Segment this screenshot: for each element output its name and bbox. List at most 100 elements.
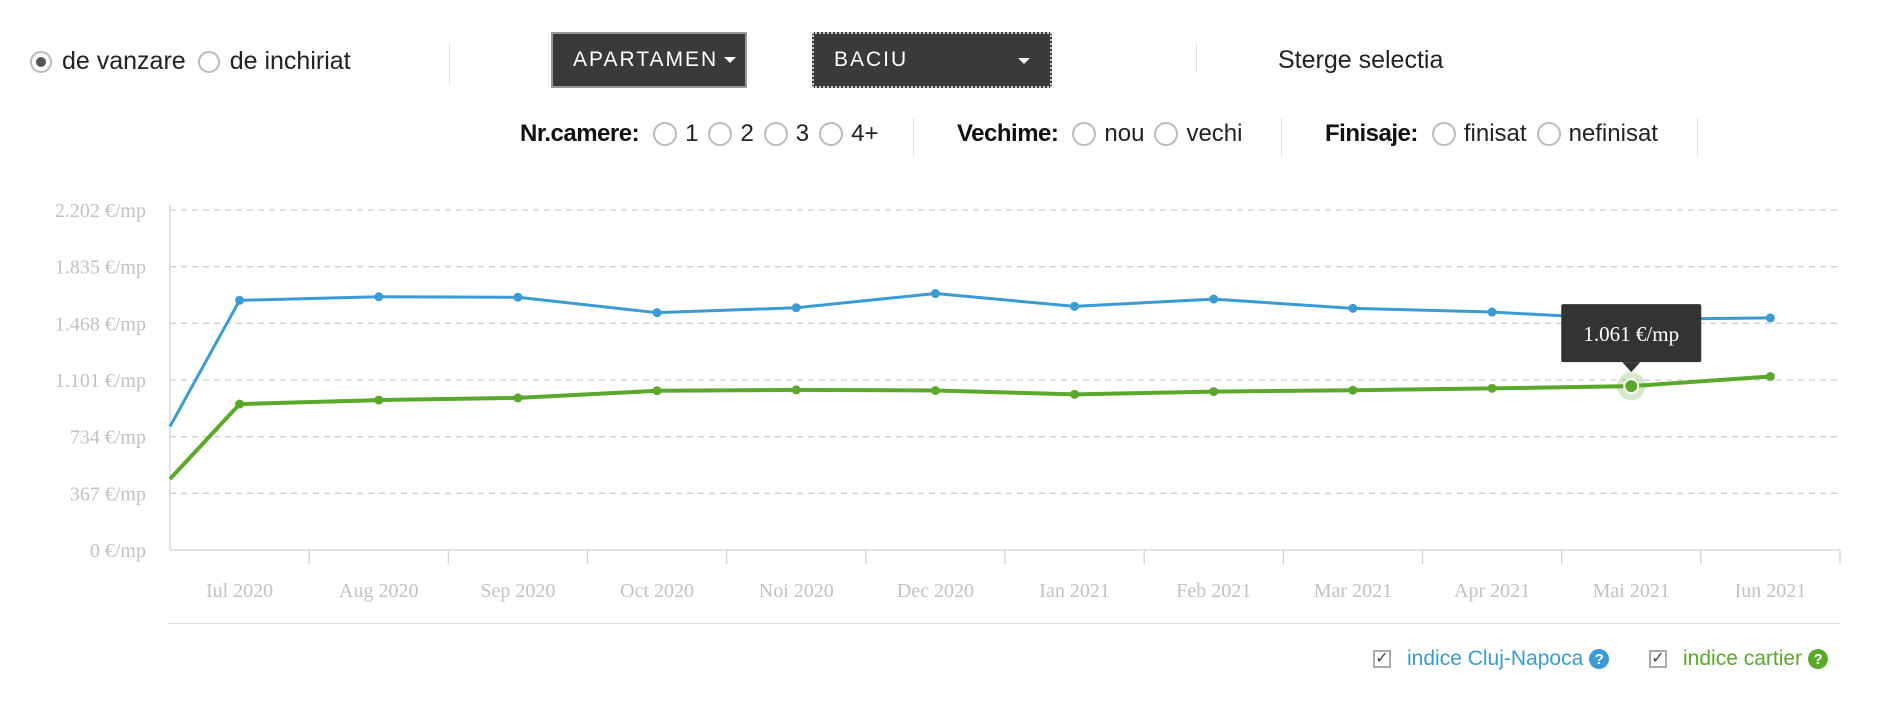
caret-down-icon [724, 57, 737, 63]
x-tick-label: Apr 2021 [1454, 580, 1530, 602]
y-tick-label: 734 €/mp [70, 427, 146, 449]
rooms-option-4plus[interactable]: 4+ [819, 120, 882, 148]
radio-label: de vanzare [62, 47, 186, 75]
option-label: 3 [795, 120, 810, 147]
legend-item-cartier[interactable]: ✓ indice cartier ? [1649, 647, 1829, 671]
option-label: 2 [740, 120, 754, 147]
divider [913, 118, 914, 156]
data-point [1623, 378, 1640, 395]
data-point [513, 292, 523, 302]
data-point [791, 385, 801, 395]
data-point [1070, 389, 1080, 399]
data-point [513, 393, 523, 403]
data-point [374, 395, 384, 405]
legend-label: indice cartier [1683, 647, 1803, 670]
x-tick-label: Mar 2021 [1314, 580, 1392, 602]
age-filter: Vechime: nou vechi [957, 120, 1252, 148]
radio-dot[interactable] [763, 122, 788, 146]
data-point [652, 386, 662, 396]
option-label: 4+ [851, 120, 879, 147]
x-tick-label: Sep 2020 [480, 580, 555, 602]
help-icon[interactable]: ? [1808, 649, 1829, 669]
y-tick-label: 1.835 €/mp [55, 257, 146, 279]
radio-label: de inchiriat [229, 47, 351, 75]
clear-selection-link[interactable]: Sterge selectia [1278, 46, 1444, 74]
option-label: vechi [1186, 120, 1243, 147]
x-tick-label: Noi 2020 [759, 580, 834, 602]
radio-dot[interactable] [197, 50, 220, 73]
data-point [1765, 313, 1775, 323]
price-index-chart: 0 €/mp 367 €/mp 734 €/mp 1.101 €/mp 1.468 €/… [55, 200, 1841, 602]
dropdown-label: APARTAMEN [573, 48, 719, 71]
data-point [1765, 371, 1775, 381]
divider [449, 44, 450, 84]
y-tick-label: 2.202 €/mp [55, 200, 146, 222]
x-tick-label: Oct 2020 [620, 580, 694, 602]
legend-item-cluj[interactable]: ✓ indice Cluj-Napoca ? [1373, 647, 1610, 671]
option-label: nefinisat [1568, 120, 1658, 147]
radio-de-vanzare[interactable]: de vanzare [30, 47, 186, 76]
checkbox-checked-icon[interactable]: ✓ [1649, 650, 1667, 668]
x-tick-label: Ian 2021 [1039, 580, 1110, 602]
y-tick-label: 1.101 €/mp [55, 370, 146, 392]
data-point [1209, 294, 1219, 304]
data-point [1070, 301, 1080, 311]
radio-dot[interactable] [1536, 122, 1561, 146]
data-point [652, 308, 662, 318]
property-type-dropdown[interactable]: APARTAMEN [551, 32, 747, 88]
caret-down-icon [1018, 58, 1030, 64]
data-point [1348, 303, 1358, 313]
finish-filter: Finisaje: finisat nefinisat [1325, 120, 1668, 148]
finish-option-finisat[interactable]: finisat [1431, 120, 1531, 148]
tooltip-text: 1.061 €/mp [1583, 322, 1679, 346]
radio-dot[interactable] [653, 122, 678, 146]
tooltip-box [1561, 304, 1702, 363]
age-option-nou[interactable]: nou [1072, 120, 1148, 148]
x-tick-label: Aug 2020 [339, 580, 418, 602]
age-filter-title: Vechime: [957, 120, 1059, 147]
dropdown-label: BACIU [834, 48, 909, 71]
radio-dot[interactable] [819, 122, 844, 146]
y-tick-label: 0 €/mp [90, 540, 146, 562]
x-tick-label: Iun 2021 [1735, 580, 1807, 602]
rooms-option-2[interactable]: 2 [708, 120, 757, 148]
checkbox-checked-icon[interactable]: ✓ [1373, 650, 1391, 668]
x-tick-label: Feb 2021 [1176, 580, 1251, 602]
rooms-option-1[interactable]: 1 [653, 120, 702, 148]
data-point [930, 385, 940, 395]
data-point [1487, 383, 1497, 393]
tooltip-arrow [1622, 362, 1641, 373]
data-point [1209, 387, 1219, 397]
radio-de-inchiriat[interactable]: de inchiriat [197, 47, 351, 76]
data-point [374, 292, 384, 302]
chart-bottom-divider [168, 623, 1840, 624]
data-point [791, 303, 801, 313]
radio-dot[interactable] [1072, 122, 1097, 146]
divider [1281, 118, 1282, 156]
radio-dot[interactable] [708, 122, 733, 146]
divider [1196, 44, 1197, 72]
help-icon[interactable]: ? [1589, 649, 1610, 669]
x-tick-label: Mai 2021 [1593, 580, 1670, 602]
data-point [235, 295, 245, 305]
option-label: finisat [1463, 120, 1527, 147]
option-label: 1 [685, 120, 699, 147]
data-point [930, 289, 940, 299]
age-option-vechi[interactable]: vechi [1154, 120, 1246, 148]
radio-dot[interactable] [1431, 122, 1456, 146]
x-tick-label: Iul 2020 [206, 580, 273, 602]
finish-option-nefinisat[interactable]: nefinisat [1536, 120, 1662, 148]
rooms-option-3[interactable]: 3 [763, 120, 813, 148]
y-tick-label: 367 €/mp [70, 483, 146, 505]
area-dropdown[interactable]: BACIU [812, 32, 1052, 88]
radio-dot[interactable] [1154, 122, 1179, 146]
rooms-filter: Nr.camere: 1 2 3 4+ [520, 120, 889, 148]
rooms-filter-title: Nr.camere: [520, 120, 640, 147]
legend-label: indice Cluj-Napoca [1407, 647, 1584, 670]
data-point [1348, 385, 1358, 395]
finish-filter-title: Finisaje: [1325, 120, 1418, 147]
x-tick-label: Dec 2020 [897, 580, 974, 602]
series-line-cluj [168, 292, 1771, 428]
radio-dot-selected[interactable] [30, 50, 52, 73]
series-line-cartier [168, 374, 1771, 481]
